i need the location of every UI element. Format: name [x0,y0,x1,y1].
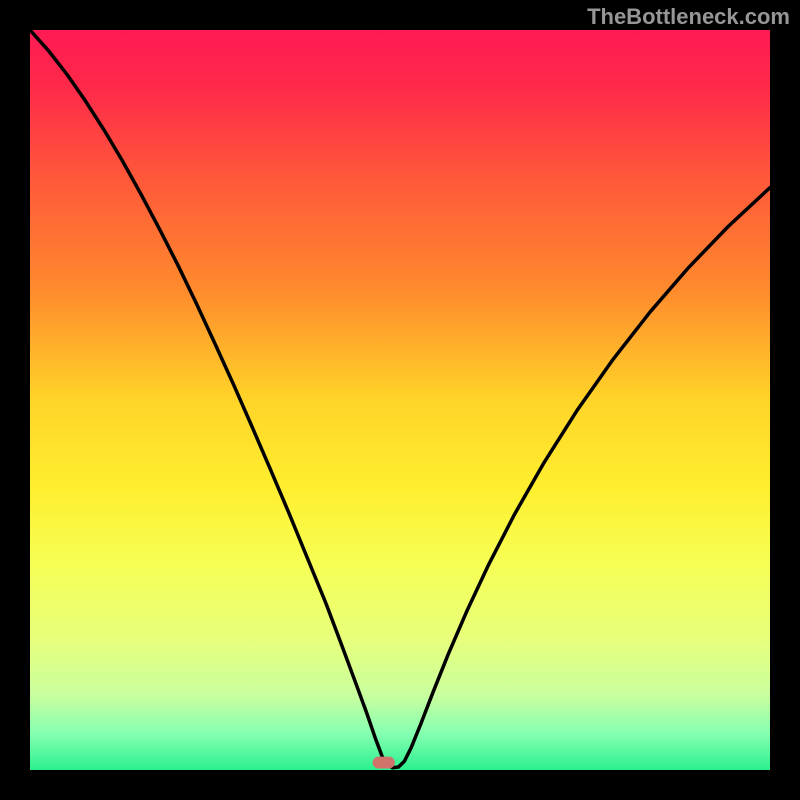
plot-background [30,30,770,770]
minimum-marker [373,757,395,769]
chart-svg [30,30,770,770]
chart-frame: TheBottleneck.com [0,0,800,800]
plot-area [30,30,770,770]
watermark-text: TheBottleneck.com [587,4,790,30]
